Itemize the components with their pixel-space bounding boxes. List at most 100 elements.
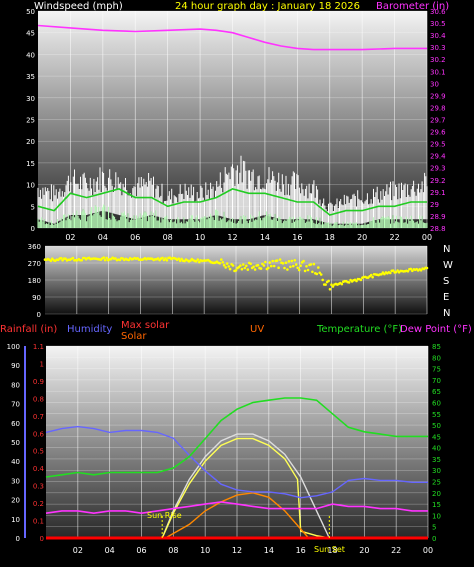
temp-ytick-45: 45 <box>432 433 441 441</box>
wind-direction-point <box>331 285 335 288</box>
wind-direction-point <box>165 259 169 262</box>
wind-ytick-35: 35 <box>26 73 35 81</box>
wind-xtick-10: 10 <box>195 233 205 242</box>
humidity-ytick-60: 60 <box>11 420 20 428</box>
bottom-xtick-18: 18 <box>327 546 337 555</box>
wind-direction-point <box>311 270 314 274</box>
wind-direction-point <box>114 257 117 260</box>
baro-ytick-29.9: 29.9 <box>430 92 446 100</box>
baro-ytick-29.3: 29.3 <box>430 165 446 173</box>
wind-direction-point <box>59 256 63 260</box>
compass-n-top: N <box>443 244 450 255</box>
compass-n-bottom: N <box>443 308 450 319</box>
temp-ytick-5: 5 <box>432 524 436 532</box>
wind-xtick-02: 02 <box>65 233 75 242</box>
rainfall-label: Rainfall (in) <box>0 324 57 335</box>
wind-direction-point <box>289 265 292 269</box>
temp-ytick-30: 30 <box>432 467 441 475</box>
temp-ytick-80: 80 <box>432 354 441 362</box>
rain-ytick-0.6: 0.6 <box>33 430 45 438</box>
temp-ytick-10: 10 <box>432 512 441 520</box>
humidity-ytick-80: 80 <box>11 381 20 389</box>
uv-label: UV <box>250 324 264 335</box>
baro-ytick-29.6: 29.6 <box>430 129 446 137</box>
bottom-xtick-10: 10 <box>200 546 210 555</box>
bottom-xtick-02: 02 <box>73 546 83 555</box>
wind-xtick-04: 04 <box>98 233 108 242</box>
uv-series <box>165 492 310 539</box>
wind-direction-point <box>262 264 266 267</box>
wind-direction-point <box>286 268 289 271</box>
rain-ytick-1: 1 <box>40 360 44 368</box>
temp-ytick-70: 70 <box>432 377 441 385</box>
temp-ytick-35: 35 <box>432 456 441 464</box>
max-solar-series <box>161 433 330 539</box>
wind-direction-point <box>330 283 333 287</box>
temp-ytick-55: 55 <box>432 411 441 419</box>
temp-ytick-15: 15 <box>432 501 441 509</box>
humidity-ytick-0: 0 <box>16 535 20 543</box>
wind-direction-point <box>290 259 294 263</box>
wind-direction-point <box>224 266 227 269</box>
wind-direction-point <box>283 266 286 270</box>
wind-direction-point <box>425 266 429 270</box>
wind-direction-point <box>267 266 270 270</box>
dir-ytick-0: 0 <box>37 311 41 319</box>
wind-direction-point <box>256 263 260 267</box>
wind-direction-point <box>355 279 358 283</box>
wind-direction-point <box>71 256 75 260</box>
wind-direction-point <box>302 259 305 263</box>
rain-ytick-0.2: 0.2 <box>33 500 44 508</box>
wind-ytick-20: 20 <box>26 138 35 146</box>
temperature-series <box>45 397 428 478</box>
dir-ytick-90: 90 <box>32 294 41 302</box>
humidity-ytick-100: 100 <box>7 343 20 351</box>
wind-xtick-14: 14 <box>260 233 270 242</box>
wind-direction-point <box>272 264 276 268</box>
wind-xtick-16: 16 <box>292 233 302 242</box>
bottom-xtick-08: 08 <box>168 546 178 555</box>
wind-direction-point <box>161 256 164 260</box>
wind-direction-point <box>327 279 330 283</box>
dew-point-series <box>45 501 428 515</box>
wind-direction-point <box>305 265 308 268</box>
baro-ytick-30.4: 30.4 <box>430 32 446 40</box>
wind-direction-point <box>271 259 275 263</box>
tick-labels: 0510152025303540455028.828.92929.129.229… <box>7 8 447 555</box>
wind-direction-point <box>315 272 319 276</box>
baro-ytick-30.2: 30.2 <box>430 56 446 64</box>
wind-ytick-40: 40 <box>26 51 35 59</box>
wind-direction-point <box>383 272 386 276</box>
wind-xtick-06: 06 <box>130 233 140 242</box>
bottom-xtick-00: 00 <box>423 546 433 555</box>
wind-direction-point <box>284 261 288 265</box>
windspeed-label: Windspeed (mph) <box>34 1 123 12</box>
temperature-label: Temperature (°F) <box>316 324 402 335</box>
wind-direction-point <box>292 264 295 268</box>
wind-direction-point <box>321 278 325 282</box>
wind-direction-point <box>227 265 230 268</box>
wind-direction-point <box>396 269 399 272</box>
dir-ytick-360: 360 <box>28 243 41 251</box>
wind-ytick-30: 30 <box>26 95 35 103</box>
wind-direction-point <box>228 267 232 271</box>
wind-direction-point <box>243 266 247 270</box>
bottom-xtick-12: 12 <box>232 546 242 555</box>
wind-direction-point <box>252 265 255 269</box>
temp-ytick-40: 40 <box>432 445 441 453</box>
wind-direction-point <box>317 266 320 269</box>
bottom-xtick-06: 06 <box>136 546 146 555</box>
humidity-ytick-90: 90 <box>11 362 20 370</box>
wind-xtick-12: 12 <box>227 233 237 242</box>
baro-ytick-29.1: 29.1 <box>430 189 446 197</box>
wind-ytick-25: 25 <box>26 117 35 125</box>
bottom-xtick-20: 20 <box>359 546 369 555</box>
wind-direction-point <box>103 258 107 262</box>
wind-direction-point <box>406 269 410 273</box>
temp-ytick-85: 85 <box>432 343 441 351</box>
rain-ytick-0.4: 0.4 <box>33 465 45 473</box>
wind-direction-point <box>409 267 413 271</box>
wind-direction-point <box>369 273 373 277</box>
wind-direction-point <box>178 259 182 263</box>
wind-xtick-08: 08 <box>163 233 173 242</box>
